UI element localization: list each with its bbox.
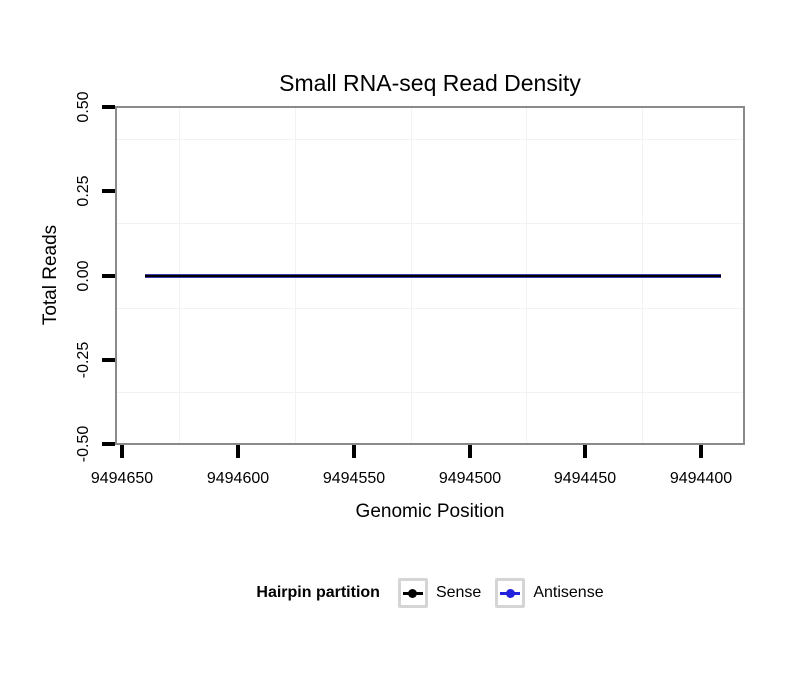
x-tick-label: 9494400 bbox=[669, 470, 733, 487]
minor-gridline-horizontal bbox=[117, 223, 743, 224]
chart-title: Small RNA-seq Read Density bbox=[279, 70, 581, 96]
x-tick-label: 9494500 bbox=[438, 470, 502, 487]
series-line-sense-antisense-overlap bbox=[145, 274, 721, 278]
y-tick-label: -0.25 bbox=[75, 341, 92, 379]
legend-key-sense-icon bbox=[397, 578, 428, 608]
legend: Hairpin partition Sense Antisense bbox=[115, 576, 745, 610]
x-axis-tick bbox=[352, 445, 356, 458]
legend-label-antisense: Antisense bbox=[533, 584, 604, 601]
x-axis-tick bbox=[583, 445, 587, 458]
sense-point-icon bbox=[408, 588, 418, 598]
y-axis-tick bbox=[102, 274, 115, 278]
y-axis-tick bbox=[102, 442, 115, 446]
legend-entry-sense: Sense bbox=[397, 578, 482, 608]
legend-entry-antisense: Antisense bbox=[495, 578, 604, 608]
y-tick-label: -0.50 bbox=[75, 425, 92, 463]
x-axis-tick bbox=[468, 445, 472, 458]
y-axis-tick bbox=[102, 189, 115, 193]
y-tick-label: 0.50 bbox=[75, 91, 92, 123]
x-axis-tick bbox=[120, 445, 124, 458]
legend-key-antisense-icon bbox=[495, 578, 526, 608]
y-tick-label: 0.25 bbox=[75, 175, 92, 207]
minor-gridline-horizontal bbox=[117, 308, 743, 309]
plot-panel bbox=[115, 106, 745, 445]
legend-title: Hairpin partition bbox=[256, 584, 380, 601]
antisense-point-icon bbox=[505, 588, 515, 598]
minor-gridline-horizontal bbox=[117, 392, 743, 393]
x-tick-label: 9494650 bbox=[90, 470, 154, 487]
legend-label-sense: Sense bbox=[435, 584, 482, 601]
x-tick-label: 9494550 bbox=[322, 470, 386, 487]
x-axis-title: Genomic Position bbox=[355, 501, 505, 522]
x-tick-label: 9494600 bbox=[206, 470, 270, 487]
y-tick-label: 0.00 bbox=[75, 260, 92, 292]
y-axis-tick bbox=[102, 105, 115, 109]
x-axis-tick bbox=[699, 445, 703, 458]
y-axis-title: Total Reads bbox=[40, 224, 61, 326]
x-axis-tick bbox=[236, 445, 240, 458]
x-tick-label: 9494450 bbox=[553, 470, 617, 487]
y-axis-tick bbox=[102, 358, 115, 362]
minor-gridline-horizontal bbox=[117, 139, 743, 140]
